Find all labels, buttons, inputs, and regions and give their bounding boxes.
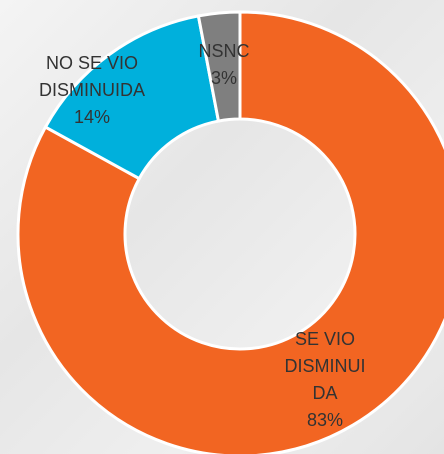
slice-label: NSNC 3% xyxy=(184,38,264,92)
slice-label: NO SE VIO DISMINUIDA 14% xyxy=(25,50,160,131)
category-label: NSNC xyxy=(198,41,250,61)
category-label: SE VIO DISMINUIDA xyxy=(284,329,366,403)
slice xyxy=(16,10,444,454)
value-label: 83% xyxy=(306,410,344,430)
value-label: 3% xyxy=(210,68,237,88)
value-label: 14% xyxy=(73,107,111,127)
slice xyxy=(196,10,242,123)
slice-label: SE VIO DISMINUIDA 83% xyxy=(281,326,369,434)
category-label: NO SE VIO DISMINUIDA xyxy=(38,53,145,100)
